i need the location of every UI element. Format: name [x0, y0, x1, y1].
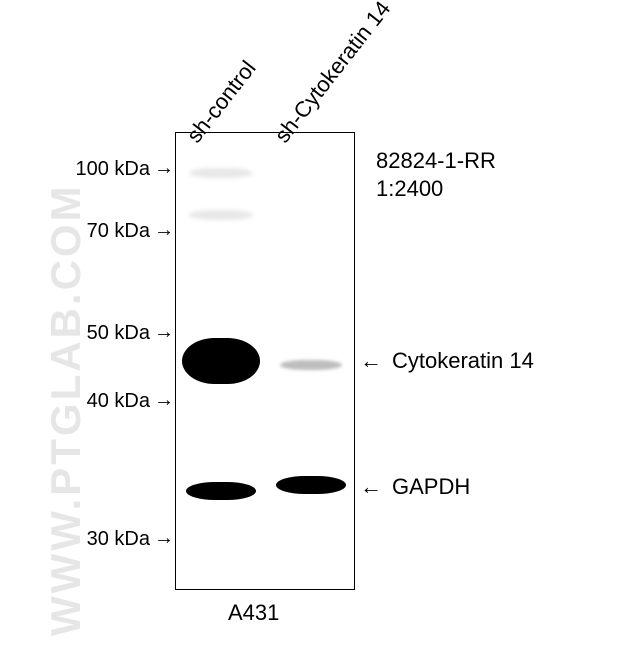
band-nonspecific-100 [189, 168, 253, 178]
antibody-catalog: 82824-1-RR [376, 148, 496, 174]
band-gapdh [276, 476, 346, 494]
ladder-label: 40 kDa [87, 390, 150, 413]
antibody-dilution: 1:2400 [376, 176, 443, 202]
figure-canvas: WWW.PTGLAB.COM 100 kDa→70 kDa→50 kDa→40 … [0, 0, 620, 660]
arrow-right-icon: → [154, 528, 174, 548]
band-gapdh [186, 482, 256, 500]
arrow-left-icon: ← [360, 474, 382, 500]
band-annotation-label: Cytokeratin 14 [392, 348, 534, 374]
arrow-right-icon: → [154, 390, 174, 410]
ladder-label: 50 kDa [87, 322, 150, 345]
ladder-label: 70 kDa [87, 220, 150, 243]
cell-line-label: A431 [228, 600, 279, 626]
ladder-label: 30 kDa [87, 528, 150, 551]
band-annotation-label: GAPDH [392, 474, 470, 500]
band-cytokeratin-14 [182, 338, 260, 384]
arrow-right-icon: → [154, 158, 174, 178]
western-blot-membrane [175, 132, 355, 590]
arrow-left-icon: ← [360, 348, 382, 374]
arrow-right-icon: → [154, 220, 174, 240]
lane-header: sh-Cytokeratin 14 [270, 0, 397, 148]
band-nonspecific-85 [189, 210, 253, 220]
band-cytokeratin-14 [280, 360, 342, 370]
arrow-right-icon: → [154, 322, 174, 342]
watermark-text: WWW.PTGLAB.COM [42, 183, 90, 636]
ladder-label: 100 kDa [76, 158, 151, 181]
